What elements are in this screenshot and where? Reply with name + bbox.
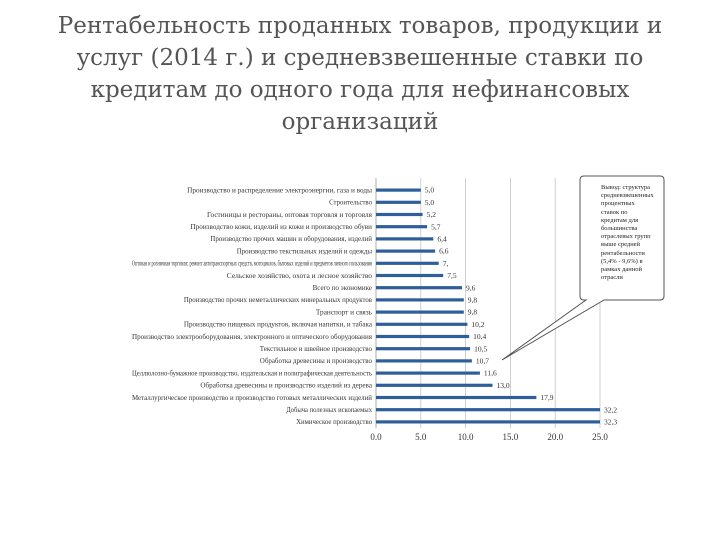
- category-label: Обработка древесины и производство издел…: [200, 382, 373, 390]
- bar: [376, 383, 493, 387]
- category-label: Всего по экономике: [313, 284, 372, 292]
- value-label: 10,4: [473, 332, 486, 341]
- category-label: Производство пищевых продуктов, включая …: [184, 321, 373, 329]
- bar: [376, 286, 463, 290]
- bar: [376, 188, 421, 192]
- bar: [376, 212, 423, 217]
- category-label: Химическое производство: [296, 418, 372, 426]
- chart-x-tick-labels: 0.0 5.0 10.0 15.0 20.0 25.0: [370, 432, 608, 442]
- value-label: 6,6: [439, 247, 449, 256]
- category-label: Оптовая и розничная торговля; ремонт авт…: [132, 260, 372, 268]
- bar: [376, 310, 464, 314]
- value-label: 7,5: [447, 271, 457, 280]
- bar: [376, 261, 439, 265]
- category-label: Транспорт и связь: [316, 308, 372, 316]
- x-tick-label: 5.0: [415, 432, 427, 442]
- category-label: Обработка древесины и производство: [260, 357, 373, 365]
- callout-bubble: [501, 175, 665, 361]
- conclusion-callout: Вывод: структура средневзвешенных процен…: [601, 184, 654, 282]
- chart-bars: [376, 188, 600, 424]
- value-label: 17,9: [540, 393, 553, 402]
- category-label: Целлюлозно-бумажное производство, издате…: [132, 369, 372, 377]
- value-label: 6,4: [437, 235, 447, 244]
- chart-category-labels: Производство и распределение электроэнер…: [132, 186, 373, 426]
- value-label: 9,6: [466, 283, 476, 292]
- value-label: 13,0: [496, 381, 509, 390]
- bar: [376, 334, 470, 339]
- x-tick-label: 20.0: [547, 432, 563, 442]
- bar: [376, 298, 464, 302]
- bar: [376, 420, 600, 424]
- bar: [376, 273, 444, 278]
- category-label: Добыча полезных ископаемых: [286, 406, 372, 414]
- bar: [376, 408, 600, 412]
- bar: [376, 395, 537, 400]
- value-label: 7,: [443, 259, 449, 268]
- category-label: Текстильное и швейное производство: [260, 345, 373, 353]
- category-label: Сельское хозяйство, охота и лесное хозяй…: [227, 272, 373, 280]
- value-label: 32,2: [604, 405, 617, 414]
- category-label: Производство прочих машин и оборудования…: [210, 235, 372, 243]
- category-label: Строительство: [329, 199, 372, 207]
- category-label: Металлургическое производство и производ…: [132, 394, 372, 402]
- value-label: 32,3: [604, 418, 617, 427]
- category-label: Гостиницы и рестораны, оптовая торговля …: [207, 211, 373, 219]
- category-label: Производство и распределение электроэнер…: [187, 186, 372, 194]
- x-tick-label: 15.0: [503, 432, 519, 442]
- bar: [376, 200, 421, 204]
- page-title: Рентабельность проданных товаров, продук…: [57, 13, 663, 135]
- x-tick-label: 25.0: [592, 432, 608, 442]
- bar: [376, 322, 468, 326]
- category-label: Производство текстильных изделий и одежд…: [237, 247, 373, 255]
- bar: [376, 237, 434, 241]
- value-label: 10,5: [474, 344, 487, 353]
- value-label: 10,2: [471, 320, 484, 329]
- category-label: Производство прочих неметаллических мине…: [184, 296, 373, 304]
- bar: [376, 249, 436, 253]
- value-label: 5,0: [425, 186, 435, 195]
- category-label: Производство кожи, изделий из кожи и про…: [191, 223, 373, 231]
- value-label: 5,7: [431, 222, 441, 231]
- value-label: 9,8: [468, 308, 478, 317]
- bar: [376, 225, 428, 229]
- value-label: 9,8: [468, 296, 478, 305]
- bar: [376, 347, 471, 351]
- category-label: Производство электрооборудования, электр…: [132, 333, 373, 341]
- bar: [376, 371, 480, 375]
- value-label: 11,6: [484, 369, 497, 378]
- value-label: 5,0: [425, 198, 435, 207]
- x-tick-label: 10.0: [458, 432, 474, 442]
- value-label: 10,7: [476, 357, 489, 366]
- x-tick-label: 0.0: [370, 432, 382, 442]
- bar: [376, 359, 472, 363]
- value-label: 5,2: [427, 210, 437, 219]
- chart-value-labels: 5,0 5,0 5,2 5,7 6,4 6,6 7, 7,5 9,6 9,8 9,8 10,2 10,4…: [425, 186, 618, 427]
